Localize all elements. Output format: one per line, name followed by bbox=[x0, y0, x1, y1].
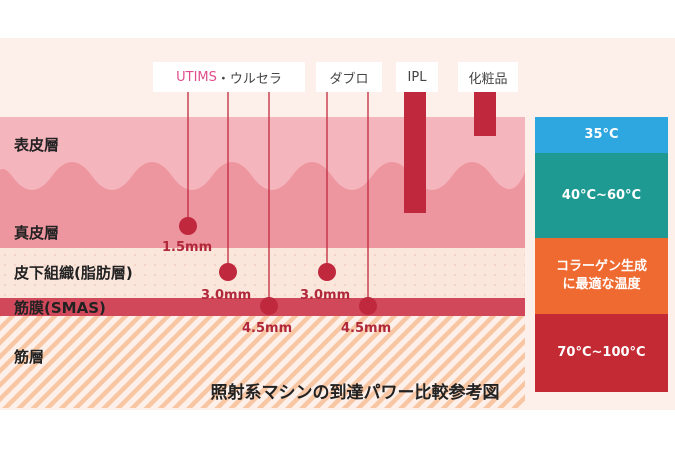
ipl-penetration-bar bbox=[404, 91, 426, 213]
depth-label-3-0mm-utims: 3.0mm bbox=[201, 288, 252, 303]
subcutaneous-dots bbox=[0, 248, 525, 298]
cosmetics-penetration-bar bbox=[474, 91, 496, 136]
depth-label-4-5mm-utims: 4.5mm bbox=[242, 321, 293, 336]
dermis-label: 真皮層 bbox=[14, 224, 60, 242]
temp-40-60-label: 40°C~60°C bbox=[561, 187, 642, 203]
collagen-line-1: コラーゲン生成 bbox=[555, 259, 647, 274]
diagram-caption: 照射系マシンの到達パワー比較参考図 bbox=[210, 383, 500, 403]
doublo-tag: ダブロ bbox=[316, 62, 382, 92]
ipl-tag: IPL bbox=[396, 62, 438, 92]
temp-70-100-label: 70°C~100°C bbox=[557, 345, 646, 360]
temp-70-100-box: 70°C~100°C bbox=[535, 314, 668, 392]
marker-4-5mm-doublo bbox=[359, 297, 377, 315]
smas-label: 筋膜(SMAS) bbox=[14, 299, 106, 317]
marker-1-5mm bbox=[179, 217, 197, 235]
ipl-label: IPL bbox=[407, 69, 427, 85]
doublo-label: ダブロ bbox=[329, 71, 369, 87]
subcutaneous-label: 皮下組織(脂肪層) bbox=[14, 264, 133, 282]
cosmetics-label: 化粧品 bbox=[468, 71, 508, 87]
marker-3-0mm-utims bbox=[219, 263, 237, 281]
utims-label: UTIMS bbox=[176, 69, 217, 85]
marker-4-5mm-utims bbox=[260, 297, 278, 315]
temp-35-box: 35°C bbox=[535, 117, 668, 153]
epidermis-label: 表皮層 bbox=[14, 136, 60, 154]
muscle-label: 筋層 bbox=[14, 348, 45, 366]
collagen-box: コラーゲン生成 に最適な温度 bbox=[535, 238, 668, 314]
depth-label-1-5mm: 1.5mm bbox=[162, 240, 213, 255]
marker-3-0mm-doublo bbox=[318, 263, 336, 281]
utims-ulthera-tag: UTIMS ・ウルセラ bbox=[153, 62, 305, 92]
ulthera-label: ・ウルセラ bbox=[216, 71, 282, 87]
collagen-line-2: に最適な温度 bbox=[562, 277, 641, 292]
depth-label-4-5mm-doublo: 4.5mm bbox=[341, 321, 392, 336]
temp-40-60-box: 40°C~60°C bbox=[535, 153, 668, 238]
muscle-layer bbox=[0, 316, 525, 408]
temp-35-label: 35°C bbox=[584, 127, 619, 142]
depth-label-3-0mm-doublo: 3.0mm bbox=[300, 288, 351, 303]
epidermis-layer bbox=[0, 117, 525, 190]
cosmetics-tag: 化粧品 bbox=[458, 62, 518, 92]
